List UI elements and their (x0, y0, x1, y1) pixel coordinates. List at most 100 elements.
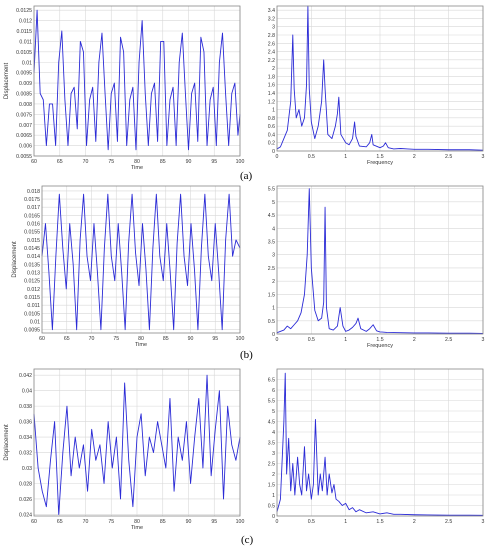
x-tick-label: 80 (134, 159, 140, 165)
y-tick-label: 5 (272, 200, 275, 206)
y-tick-label: 4.5 (268, 213, 275, 219)
y-tick-label: 0.01 (30, 320, 40, 326)
x-tick-label: 2 (413, 337, 416, 343)
y-tick-label: 0.034 (19, 435, 32, 441)
y-tick-label: 0.0175 (24, 197, 40, 203)
x-tick-label: 85 (160, 519, 166, 525)
y-tick-label: 0.014 (27, 254, 40, 260)
y-tick-label: 1 (272, 108, 275, 114)
x-axis-label: Frequency (367, 343, 393, 349)
x-tick-label: 90 (186, 159, 192, 165)
y-tick-label: 1 (272, 306, 275, 312)
y-tick-label: 2.5 (268, 462, 275, 468)
series-line (33, 9, 241, 151)
x-tick-label: 75 (108, 519, 114, 525)
y-tick-label: 0.0055 (16, 154, 32, 160)
y-tick-label: 0.5 (268, 504, 275, 510)
series-line (276, 372, 484, 516)
y-tick-label: 3.4 (268, 8, 275, 14)
x-axis-label: Time (131, 525, 143, 531)
x-tick-label: 100 (236, 519, 245, 525)
plot-b-time: 0.0095 0.01 0.0105 0.011 0.0115 0.012 0.0125 0.… (12, 185, 244, 348)
x-tick-label: 85 (163, 336, 169, 342)
y-tick-label: 0.2 (268, 141, 275, 147)
plot-frame (276, 368, 484, 517)
y-tick-label: 0.012 (19, 19, 32, 25)
series-line (276, 5, 484, 151)
x-axis-label: Frequency (367, 160, 393, 166)
y-tick-label: 0.042 (19, 373, 32, 379)
y-tick-label: 3 (272, 25, 275, 31)
y-tick-label: 0.03 (22, 466, 32, 472)
x-tick-label: 1 (344, 154, 347, 160)
x-tick-label: 1.5 (376, 337, 383, 343)
plot-frame (276, 185, 484, 335)
plot-a-freq: 0 0.2 0.4 0.6 0.8 1 1.2 1.4 1.6 1.8 2 2.2 2.4 2.6 2.8 3… (268, 5, 485, 166)
y-tick-label: 0.026 (19, 497, 32, 503)
x-tick-label: 65 (64, 336, 70, 342)
y-tick-label: 3.5 (268, 240, 275, 246)
x-tick-label: 75 (108, 159, 114, 165)
x-tick-label: 0 (276, 519, 279, 525)
y-tick-label: 0.01 (22, 60, 32, 66)
plot-frame (33, 368, 241, 517)
x-tick-label: 1 (344, 519, 347, 525)
y-tick-label: 0.0095 (16, 71, 32, 77)
y-tick-label: 1.8 (268, 74, 275, 80)
y-tick-label: 0.0125 (16, 8, 32, 14)
y-tick-label: 0.0155 (24, 230, 40, 236)
x-axis-label: Time (135, 342, 147, 348)
x-tick-label: 80 (134, 519, 140, 525)
x-tick-label: 65 (57, 159, 63, 165)
y-tick-label: 0.011 (27, 303, 40, 309)
y-tick-label: 2.6 (268, 41, 275, 47)
x-tick-label: 1.5 (376, 519, 383, 525)
y-tick-label: 1.5 (268, 292, 275, 298)
plot-c-time: 0.024 0.026 0.028 0.03 0.032 0.034 0.036 0.038 0… (4, 368, 245, 531)
y-tick-label: 0.0105 (16, 50, 32, 56)
y-tick-label: 0.0105 (24, 311, 40, 317)
y-tick-label: 6 (272, 388, 275, 394)
x-tick-label: 100 (236, 159, 245, 165)
x-tick-label: 3 (482, 337, 485, 343)
x-tick-label: 2 (413, 154, 416, 160)
plot-frame (33, 5, 241, 157)
x-tick-label: 3 (482, 519, 485, 525)
series-line (276, 188, 484, 334)
y-tick-label: 0.4 (268, 132, 275, 138)
y-tick-label: 3 (272, 253, 275, 259)
y-tick-label: 0.0145 (24, 246, 40, 252)
x-tick-label: 60 (31, 159, 37, 165)
y-tick-label: 2.8 (268, 33, 275, 39)
y-tick-label: 4 (272, 430, 275, 436)
plot-a-time: 0.0055 0.006 0.0065 0.007 0.0075 0.008 0.0085 0… (4, 5, 245, 171)
y-tick-label: 6.5 (268, 378, 275, 384)
x-tick-label: 90 (188, 336, 194, 342)
y-tick-label: 0.024 (19, 512, 32, 518)
x-tick-label: 0 (276, 154, 279, 160)
y-tick-label: 2 (272, 472, 275, 478)
y-tick-label: 0.0125 (24, 279, 40, 285)
x-tick-label: 2.5 (445, 337, 452, 343)
y-tick-label: 0 (272, 149, 275, 155)
caption-a: (a) (240, 170, 253, 182)
y-tick-label: 4 (272, 226, 275, 232)
series-line (41, 193, 241, 331)
y-tick-label: 4.5 (268, 420, 275, 426)
y-tick-label: 0.0115 (17, 29, 33, 35)
x-tick-label: 3 (482, 154, 485, 160)
y-tick-label: 0.0115 (25, 295, 41, 301)
y-tick-label: 0.016 (27, 222, 40, 228)
x-tick-label: 75 (113, 336, 119, 342)
y-tick-label: 0.8 (268, 116, 275, 122)
y-tick-label: 1.4 (268, 91, 275, 97)
y-tick-label: 5.5 (268, 399, 275, 405)
y-tick-label: 0 (272, 332, 275, 338)
x-tick-label: 1.5 (376, 154, 383, 160)
y-tick-label: 2.5 (268, 266, 275, 272)
y-tick-label: 0.038 (19, 404, 32, 410)
x-tick-label: 70 (89, 336, 95, 342)
y-tick-label: 0 (272, 514, 275, 520)
y-tick-label: 5.5 (268, 187, 275, 193)
